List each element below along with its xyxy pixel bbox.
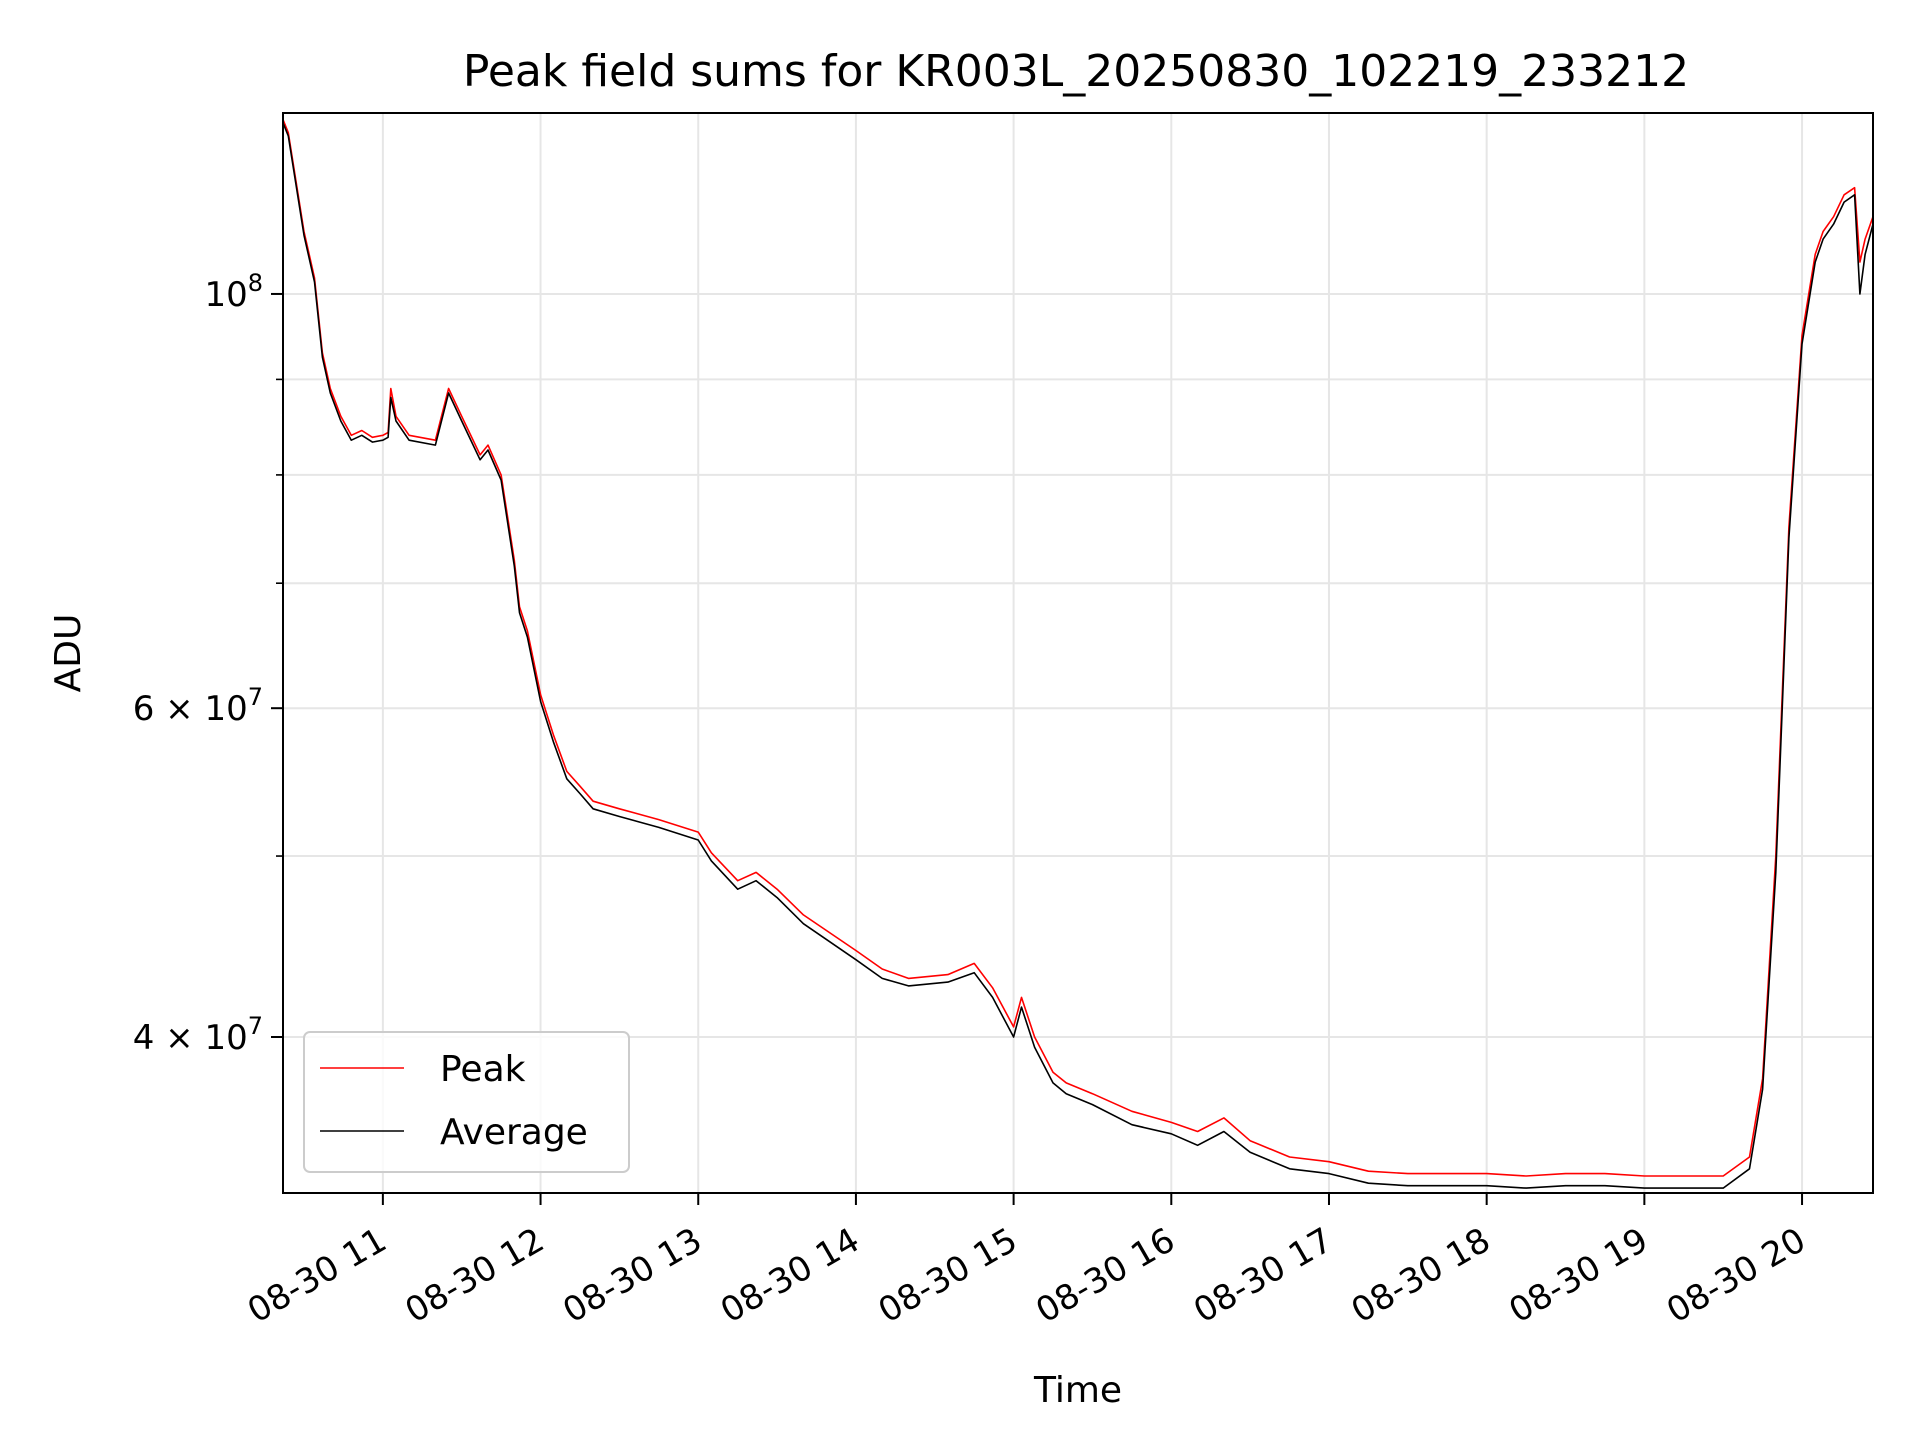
chart-title: Peak field sums for KR003L_20250830_1022… [463, 46, 1689, 97]
series-line-average [282, 122, 1874, 1189]
legend-label-peak: Peak [440, 1049, 526, 1090]
legend: Peak Average [303, 1031, 630, 1173]
plot-frame [282, 112, 1874, 1194]
plot-lines [282, 119, 1874, 1189]
y-axis-label: ADU [48, 614, 89, 693]
y-tick-label: 108 [204, 269, 263, 315]
grid [283, 113, 1873, 1193]
x-axis-label: Time [1033, 1370, 1122, 1411]
legend-label-average: Average [440, 1112, 588, 1153]
y-tick-label: 4 × 107 [133, 1012, 263, 1058]
y-tick-label: 6 × 107 [133, 683, 263, 729]
series-line-peak [282, 119, 1874, 1177]
y-axis: 108 6 × 107 4 × 107 [133, 269, 283, 1058]
legend-box [303, 1031, 630, 1173]
